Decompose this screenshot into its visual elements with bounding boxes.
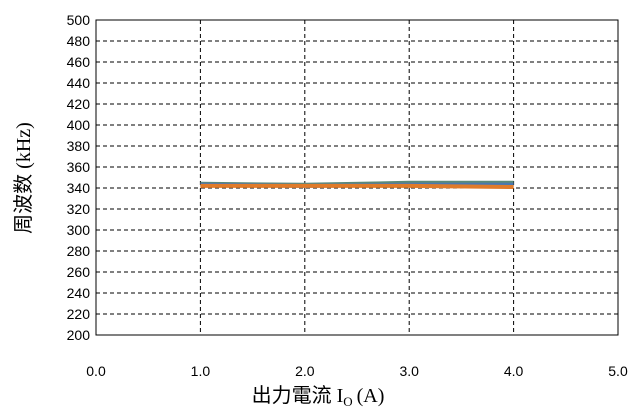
y-tick-label: 280 [67, 243, 91, 259]
y-tick-label: 360 [67, 159, 91, 175]
y-tick-label: 420 [67, 96, 91, 112]
y-axis-title: 周波数 (kHz) [12, 122, 35, 234]
x-axis-title: 出力電流 IO (A) [252, 384, 385, 409]
y-tick-label: 400 [67, 117, 91, 133]
x-tick-label: 1.0 [191, 363, 211, 379]
y-tick-labels: 500 480 460 440 420 400 380 360 340 320 300 280 260 2… [67, 12, 91, 343]
series-lines [200, 180, 514, 189]
y-tick-label: 200 [67, 327, 91, 343]
x-axis-title-unit: (A) [357, 385, 385, 407]
y-tick-label: 320 [67, 201, 91, 217]
series-line-3 [200, 183, 514, 189]
x-axis-title-main: 出力電流 I [252, 384, 344, 407]
x-axis-title-subscript: O [343, 394, 352, 409]
grid-lines [96, 20, 618, 335]
x-tick-label: 3.0 [399, 363, 419, 379]
y-tick-label: 300 [67, 222, 91, 238]
y-tick-label: 340 [67, 180, 91, 196]
y-tick-label: 480 [67, 33, 91, 49]
x-tick-label: 4.0 [504, 363, 524, 379]
plot-frame [95, 19, 619, 336]
y-tick-label: 500 [67, 12, 91, 28]
y-tick-label: 380 [67, 138, 91, 154]
y-tick-label: 220 [67, 306, 91, 322]
y-tick-label: 260 [67, 264, 91, 280]
x-tick-label: 5.0 [608, 363, 628, 379]
y-tick-label: 460 [67, 54, 91, 70]
x-tick-labels: 0.0 1.0 2.0 3.0 4.0 5.0 [86, 363, 628, 379]
y-tick-label: 240 [67, 285, 91, 301]
x-tick-label: 0.0 [86, 363, 106, 379]
x-tick-label: 2.0 [295, 363, 315, 379]
y-tick-label: 440 [67, 75, 91, 91]
